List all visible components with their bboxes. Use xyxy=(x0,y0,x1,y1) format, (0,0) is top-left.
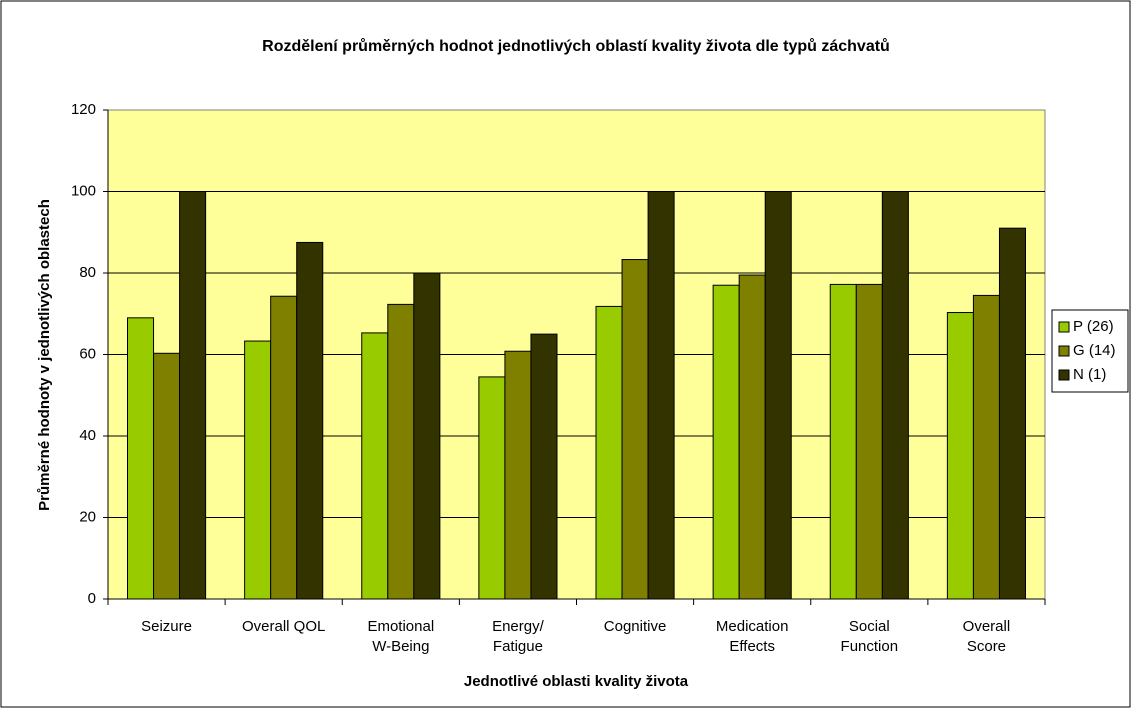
bar xyxy=(829,283,857,600)
bar xyxy=(738,274,766,600)
x-tick-label: Energy/Fatigue xyxy=(492,618,545,655)
x-tick-label: Emotional W-Being xyxy=(367,618,434,655)
x-tick-label: Medication Effects xyxy=(716,618,789,655)
x-tick-label: Cognitive xyxy=(604,618,667,635)
bar xyxy=(855,283,883,600)
y-tick-label: 60 xyxy=(79,345,96,362)
x-tick-label: Seizure xyxy=(141,618,192,635)
bar xyxy=(179,191,207,600)
bar xyxy=(595,305,623,600)
bar xyxy=(413,272,441,600)
legend-label: G (14) xyxy=(1073,342,1116,359)
legend-label: N (1) xyxy=(1073,366,1106,383)
bar xyxy=(127,317,155,600)
bar xyxy=(647,191,675,600)
bar xyxy=(296,241,324,600)
bar xyxy=(972,294,1000,600)
y-tick-label: 20 xyxy=(79,508,96,525)
y-tick-label: 100 xyxy=(71,182,96,199)
bar xyxy=(946,312,974,600)
x-tick-label: Overall QOL xyxy=(242,618,325,635)
bar xyxy=(998,227,1026,600)
bar xyxy=(270,295,298,600)
bar xyxy=(153,352,181,600)
x-axis-label: Jednotlivé oblasti kvality života xyxy=(464,673,689,690)
legend-swatch xyxy=(1058,321,1070,333)
y-tick-label: 0 xyxy=(88,590,96,607)
y-tick-label: 120 xyxy=(71,101,96,118)
y-axis-label: Průměrné hodnoty v jednotlivých oblastec… xyxy=(36,199,53,511)
chart-title: Rozdělení průměrných hodnot jednotlivých… xyxy=(262,38,890,55)
bar xyxy=(478,376,506,600)
bar xyxy=(361,332,389,600)
bar xyxy=(621,259,649,600)
bar xyxy=(530,333,558,600)
legend-swatch xyxy=(1058,369,1070,381)
bar xyxy=(244,340,272,600)
legend-label: P (26) xyxy=(1073,318,1114,335)
bar xyxy=(712,284,740,600)
x-tick-label: Overall Score xyxy=(963,618,1011,655)
legend-swatch xyxy=(1058,345,1070,357)
x-tick-label: Social Function xyxy=(841,618,899,655)
bar xyxy=(387,303,415,600)
bar xyxy=(764,191,792,600)
y-tick-label: 80 xyxy=(79,264,96,281)
bar xyxy=(504,350,532,600)
bar xyxy=(881,191,909,600)
y-tick-label: 40 xyxy=(79,427,96,444)
